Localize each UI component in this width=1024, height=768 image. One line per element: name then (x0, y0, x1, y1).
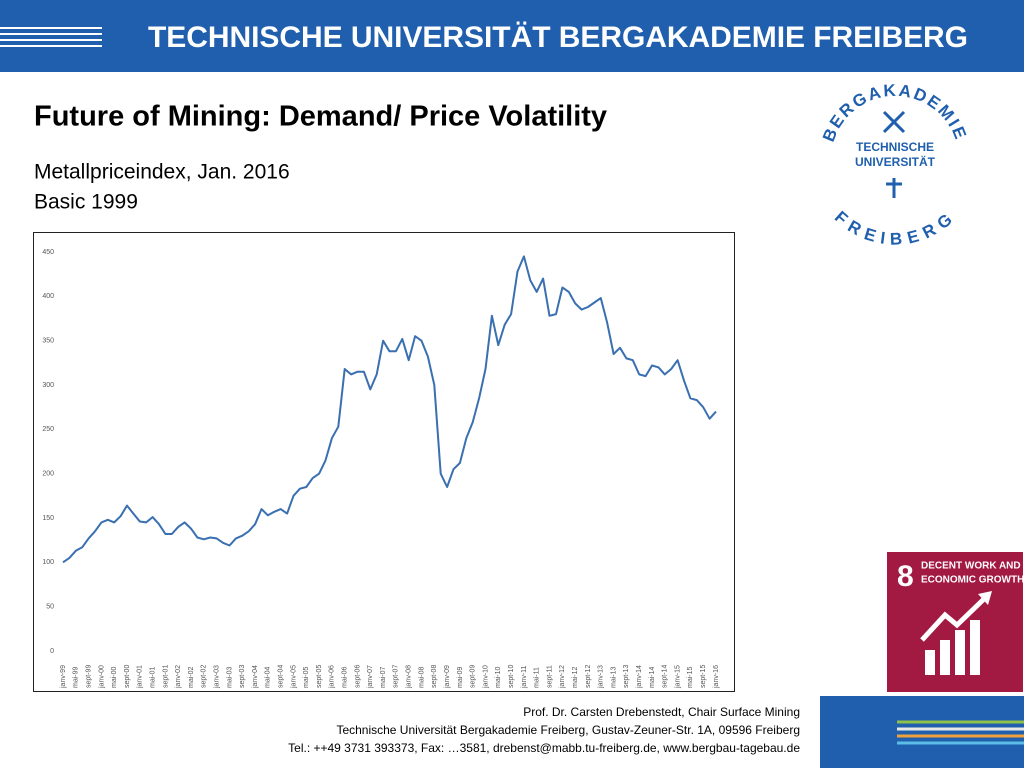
x-tick-label: janv-07 (367, 665, 374, 689)
x-tick-label: sept-05 (316, 665, 323, 688)
chart-frame (33, 232, 735, 692)
footer-line: Tel.: ++49 3731 393373, Fax: …3581, dreb… (288, 741, 800, 755)
x-tick-label: mai-14 (649, 666, 656, 688)
x-tick-label: janv-12 (559, 665, 566, 689)
x-tick-label: janv-04 (252, 665, 259, 689)
x-tick-label: mai-04 (265, 666, 272, 688)
x-tick-label: janv-99 (60, 665, 67, 689)
header-banner (0, 0, 1024, 72)
x-tick-label: mai-06 (342, 666, 349, 688)
x-tick-label: sept-09 (470, 665, 477, 688)
x-tick-label: janv-06 (329, 665, 336, 689)
logo-text: TECHNISCHE (856, 140, 934, 154)
logo-text: UNIVERSITÄT (855, 154, 936, 169)
y-tick-label: 250 (42, 426, 54, 433)
x-tick-label: sept-10 (508, 665, 515, 688)
x-tick-label: sept-15 (700, 665, 707, 688)
chart: 0 50 100 150 200 250 300 350 400 450 janv-99 mai-99… (42, 249, 720, 689)
x-tick-label: mai-01 (149, 666, 156, 688)
sdg-number: 8 (897, 560, 914, 593)
sdg-label: DECENT WORK AND (921, 561, 1021, 572)
x-tick-label: janv-15 (674, 665, 681, 689)
sdg-tile: 8 DECENT WORK AND ECONOMIC GROWTH (887, 552, 1024, 692)
price-line (62, 255, 717, 564)
x-tick-label: janv-09 (444, 665, 451, 689)
logo-hammers (882, 110, 906, 198)
footer-stripes (897, 720, 1024, 745)
footer-block (820, 696, 1024, 768)
x-tick-label: janv-00 (98, 665, 105, 689)
x-tick-label: mai-05 (303, 666, 310, 688)
sdg-label: ECONOMIC GROWTH (921, 575, 1024, 586)
footer-line: Technische Universität Bergakademie Frei… (336, 723, 800, 737)
y-tick-label: 400 (42, 293, 54, 300)
x-tick-label: janv-02 (175, 665, 182, 689)
x-tick-label: sept-07 (393, 665, 400, 688)
slide-title: Future of Mining: Demand/ Price Volatili… (34, 101, 607, 133)
x-tick-label: mai-15 (687, 666, 694, 688)
x-tick-label: mai-11 (534, 667, 541, 688)
x-tick-label: sept-03 (239, 665, 246, 688)
x-tick-label: sept-14 (662, 665, 669, 688)
header-stripes (0, 27, 102, 47)
subtitle: Basic 1999 (34, 191, 138, 214)
y-tick-label: 150 (42, 515, 54, 522)
x-tick-label: sept-08 (431, 665, 438, 688)
x-tick-label: sept-99 (85, 665, 92, 688)
subtitle: Metallpriceindex, Jan. 2016 (34, 161, 290, 184)
y-tick-label: 100 (42, 559, 54, 566)
x-tick-label: sept-12 (585, 665, 592, 688)
y-tick-label: 50 (46, 604, 54, 611)
y-tick-label: 350 (42, 338, 54, 345)
x-tick-label: mai-12 (572, 666, 579, 688)
x-tick-label: janv-08 (406, 665, 413, 689)
x-tick-label: mai-99 (73, 666, 80, 688)
y-tick-label: 200 (42, 471, 54, 478)
x-tick-label: sept-02 (201, 665, 208, 688)
x-tick-label: sept-00 (124, 665, 131, 688)
x-tick-label: sept-04 (278, 665, 285, 688)
x-tick-label: janv-01 (137, 665, 144, 689)
sdg-icon (920, 591, 992, 675)
x-tick-label: mai-00 (111, 666, 118, 688)
y-tick-label: 0 (50, 648, 54, 655)
x-tick-label: mai-03 (226, 666, 233, 688)
logo-ring-bottom: FREIBERG (831, 208, 959, 250)
x-tick-label: sept-13 (623, 665, 630, 688)
x-tick-label: janv-16 (713, 665, 720, 689)
x-tick-label: sept-06 (354, 665, 361, 688)
x-tick-label: mai-08 (418, 666, 425, 688)
y-tick-label: 300 (42, 382, 54, 389)
x-tick-label: mai-09 (457, 666, 464, 688)
logo: BERGAKADEMIE FREIBERG TECHNISCHE UNIVERS… (819, 81, 970, 250)
y-tick-label: 450 (42, 249, 54, 256)
x-tick-label: janv-05 (290, 665, 297, 689)
header-title: TECHNISCHE UNIVERSITÄT BERGAKADEMIE FREI… (148, 21, 968, 54)
x-tick-label: janv-14 (636, 665, 643, 689)
footer-line: Prof. Dr. Carsten Drebenstedt, Chair Sur… (523, 705, 800, 719)
x-tick-label: janv-10 (482, 665, 489, 689)
x-tick-label: janv-11 (521, 665, 528, 689)
x-tick-label: mai-13 (610, 666, 617, 688)
x-tick-label: sept-01 (162, 665, 169, 688)
x-tick-label: mai-10 (495, 666, 502, 688)
x-tick-label: janv-13 (598, 665, 605, 689)
x-tick-label: janv-03 (213, 665, 220, 689)
x-tick-label: mai-02 (188, 666, 195, 688)
x-tick-label: mai-07 (380, 666, 387, 688)
x-tick-label: sept-11 (546, 665, 553, 688)
logo-ring-top: BERGAKADEMIE (819, 81, 970, 144)
